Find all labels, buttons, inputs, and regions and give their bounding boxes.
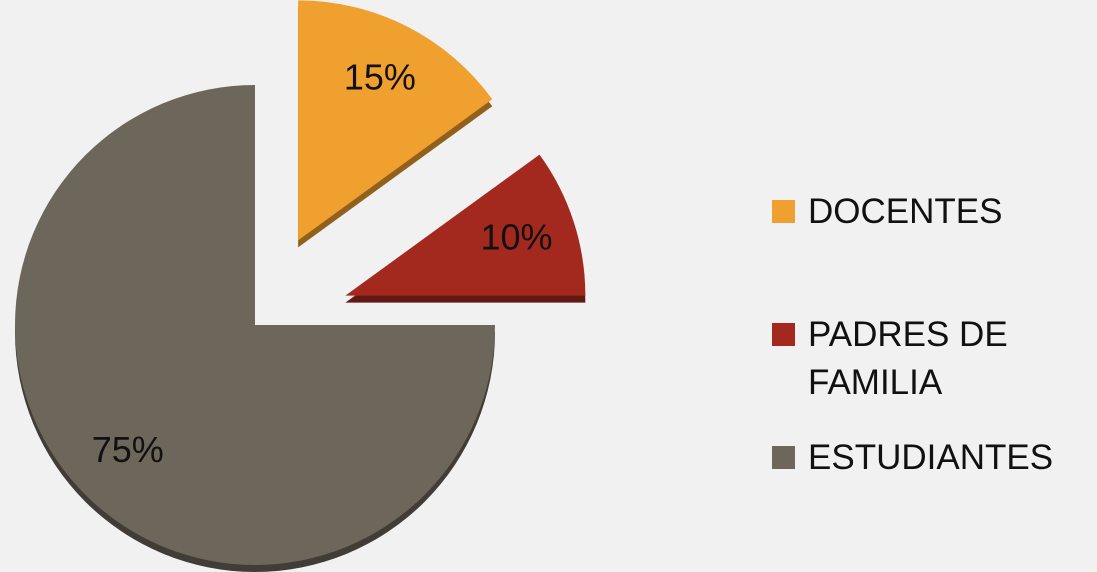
slice — [345, 154, 586, 296]
legend-label: ESTUDIANTES — [808, 438, 1054, 477]
legend-item: ESTUDIANTES — [772, 434, 1092, 482]
slice — [298, 0, 493, 241]
legend-swatch — [772, 200, 795, 223]
slice — [15, 85, 495, 565]
legend-label: PADRES DE FAMILIA — [808, 315, 1008, 402]
legend: DOCENTES PADRES DE FAMILIA ESTUDIANTES — [772, 188, 1092, 482]
legend-item: PADRES DE FAMILIA — [772, 311, 1092, 434]
legend-swatch — [772, 446, 795, 469]
slice-label: 75% — [92, 429, 164, 470]
legend-item: DOCENTES — [772, 188, 1092, 311]
slice-label: 15% — [344, 56, 416, 97]
legend-label: DOCENTES — [808, 192, 1003, 231]
slice-label: 10% — [481, 217, 553, 258]
chart: 15% 10% 75% — [15, 0, 586, 572]
legend-swatch — [772, 323, 795, 346]
